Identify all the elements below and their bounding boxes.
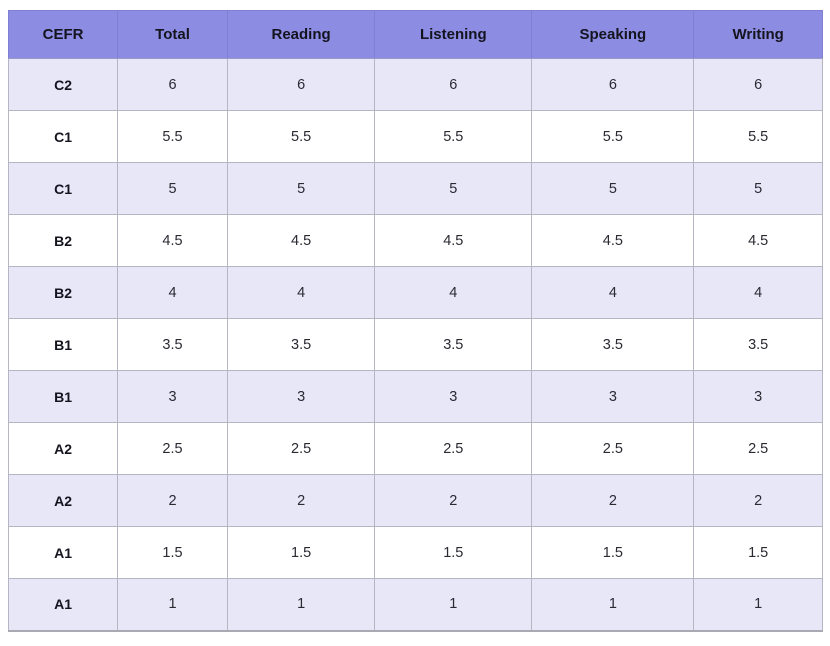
cefr-score-table: CEFR Total Reading Listening Speaking Wr…: [7, 10, 823, 632]
score-cell: 3.5: [374, 318, 533, 371]
score-cell: 5.5: [226, 110, 376, 163]
score-cell: 5.5: [693, 110, 823, 163]
score-cell: 3: [531, 370, 695, 423]
score-cell: 1: [693, 578, 823, 631]
table-row: B1 3 3 3 3 3: [7, 370, 823, 423]
score-cell: 4: [226, 266, 376, 319]
score-cell: 1.5: [117, 526, 228, 579]
table-row: A2 2 2 2 2 2: [7, 474, 823, 527]
cefr-level-cell: B1: [7, 318, 119, 371]
cefr-level-cell: B2: [7, 266, 119, 319]
score-cell: 1: [117, 578, 228, 631]
table-row: C1 5.5 5.5 5.5 5.5 5.5: [7, 110, 823, 163]
score-cell: 5.5: [374, 110, 533, 163]
score-cell: 3.5: [226, 318, 376, 371]
header-row: CEFR Total Reading Listening Speaking Wr…: [7, 10, 823, 59]
score-cell: 1: [531, 578, 695, 631]
score-cell: 2: [531, 474, 695, 527]
cefr-level-cell: A2: [7, 422, 119, 475]
score-cell: 3.5: [117, 318, 228, 371]
score-cell: 3.5: [693, 318, 823, 371]
score-cell: 1.5: [693, 526, 823, 579]
score-cell: 6: [117, 58, 228, 111]
score-cell: 6: [374, 58, 533, 111]
cefr-level-cell: C1: [7, 162, 119, 215]
column-header-listening: Listening: [374, 10, 533, 59]
score-cell: 2.5: [693, 422, 823, 475]
score-cell: 4.5: [693, 214, 823, 267]
table-row: B1 3.5 3.5 3.5 3.5 3.5: [7, 318, 823, 371]
score-cell: 1: [374, 578, 533, 631]
column-header-speaking: Speaking: [531, 10, 695, 59]
score-cell: 6: [226, 58, 376, 111]
score-cell: 4: [117, 266, 228, 319]
score-cell: 3.5: [531, 318, 695, 371]
score-cell: 1.5: [374, 526, 533, 579]
score-cell: 2: [117, 474, 228, 527]
score-cell: 3: [374, 370, 533, 423]
score-cell: 5: [531, 162, 695, 215]
cefr-level-cell: C1: [7, 110, 119, 163]
score-cell: 4.5: [531, 214, 695, 267]
score-cell: 4.5: [226, 214, 376, 267]
table-row: B2 4.5 4.5 4.5 4.5 4.5: [7, 214, 823, 267]
table-row: B2 4 4 4 4 4: [7, 266, 823, 319]
score-cell: 5: [374, 162, 533, 215]
column-header-writing: Writing: [693, 10, 823, 59]
table-body: C2 6 6 6 6 6 C1 5.5 5.5 5.5 5.5 5.5 C1 5 5 5 5 5 B2 4.5 4.5 4…: [7, 58, 823, 631]
cefr-level-cell: A1: [7, 526, 119, 579]
score-cell: 2.5: [531, 422, 695, 475]
column-header-total: Total: [117, 10, 228, 59]
score-cell: 4.5: [374, 214, 533, 267]
table-row: A1 1.5 1.5 1.5 1.5 1.5: [7, 526, 823, 579]
score-cell: 1.5: [531, 526, 695, 579]
cefr-level-cell: A2: [7, 474, 119, 527]
score-cell: 2: [226, 474, 376, 527]
score-cell: 4: [693, 266, 823, 319]
cefr-level-cell: B1: [7, 370, 119, 423]
score-cell: 3: [117, 370, 228, 423]
score-cell: 6: [531, 58, 695, 111]
score-cell: 5: [117, 162, 228, 215]
score-cell: 4: [374, 266, 533, 319]
score-cell: 2.5: [374, 422, 533, 475]
score-cell: 2.5: [117, 422, 228, 475]
column-header-reading: Reading: [226, 10, 376, 59]
score-cell: 1.5: [226, 526, 376, 579]
score-cell: 5.5: [531, 110, 695, 163]
cefr-level-cell: C2: [7, 58, 119, 111]
table-row: C1 5 5 5 5 5: [7, 162, 823, 215]
score-cell: 4: [531, 266, 695, 319]
column-header-cefr: CEFR: [7, 10, 119, 59]
cefr-level-cell: B2: [7, 214, 119, 267]
table-header: CEFR Total Reading Listening Speaking Wr…: [7, 10, 823, 59]
score-cell: 3: [226, 370, 376, 423]
score-cell: 5: [226, 162, 376, 215]
score-cell: 2: [374, 474, 533, 527]
score-cell: 5: [693, 162, 823, 215]
table-row: A1 1 1 1 1 1: [7, 578, 823, 631]
score-cell: 1: [226, 578, 376, 631]
score-cell: 3: [693, 370, 823, 423]
score-cell: 5.5: [117, 110, 228, 163]
score-cell: 2: [693, 474, 823, 527]
score-cell: 4.5: [117, 214, 228, 267]
table-row: A2 2.5 2.5 2.5 2.5 2.5: [7, 422, 823, 475]
score-cell: 2.5: [226, 422, 376, 475]
table-row: C2 6 6 6 6 6: [7, 58, 823, 111]
cefr-level-cell: A1: [7, 578, 119, 631]
score-cell: 6: [693, 58, 823, 111]
